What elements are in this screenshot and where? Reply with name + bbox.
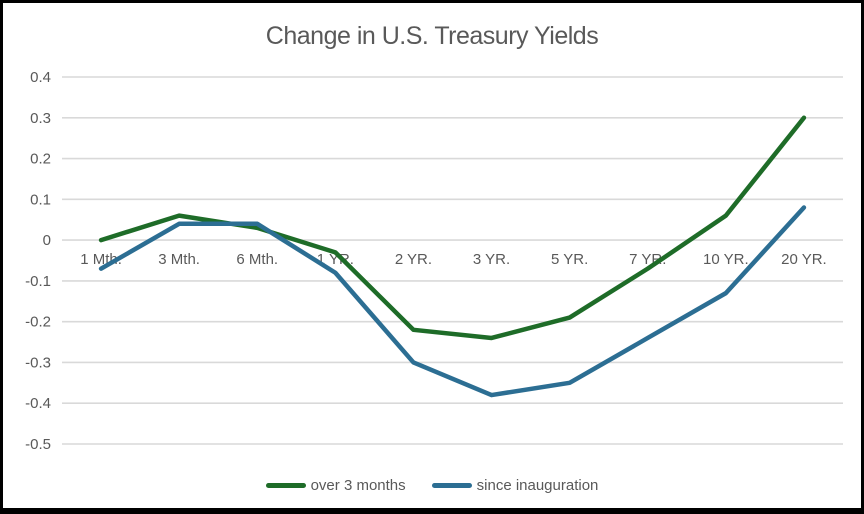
x-tick-label: 2 YR. bbox=[395, 251, 432, 268]
x-tick-label: 20 YR. bbox=[781, 251, 827, 268]
y-tick-label: -0.3 bbox=[25, 354, 51, 371]
x-tick-label: 3 Mth. bbox=[158, 251, 200, 268]
legend-swatch-blue-line bbox=[431, 483, 472, 488]
legend-item-over-3-months: over 3 months bbox=[265, 477, 406, 494]
legend-label-over-3-months: over 3 months bbox=[310, 477, 406, 494]
x-tick-label: 5 YR. bbox=[551, 251, 588, 268]
x-tick-label: 10 YR. bbox=[703, 251, 749, 268]
x-tick-label: 3 YR. bbox=[473, 251, 510, 268]
y-tick-label: -0.2 bbox=[25, 314, 51, 331]
y-tick-label: -0.4 bbox=[25, 395, 51, 412]
plot-area: 0.40.30.20.10-0.1-0.2-0.3-0.4-0.51 Mth. 3… bbox=[25, 69, 843, 453]
x-tick-label: 6 Mth. bbox=[236, 251, 278, 268]
y-tick-label: 0.3 bbox=[30, 110, 51, 127]
chart-title: Change in U.S. Treasury Yields bbox=[265, 22, 599, 50]
legend-label-since-inauguration: since inauguration bbox=[476, 477, 599, 494]
y-tick-label: -0.5 bbox=[25, 436, 51, 453]
series-line-since-inauguration bbox=[98, 205, 807, 398]
y-tick-label: 0.2 bbox=[30, 151, 51, 168]
y-tick-label: 0.1 bbox=[30, 191, 51, 208]
y-tick-label: 0.4 bbox=[30, 69, 51, 86]
legend-swatch-green-line bbox=[265, 483, 306, 488]
y-tick-label: 0 bbox=[43, 232, 51, 249]
y-tick-label: -0.1 bbox=[25, 273, 51, 290]
series-line-over-3-months bbox=[98, 115, 807, 341]
legend-item-since-inauguration: since inauguration bbox=[431, 477, 599, 494]
legend: over 3 months since inauguration bbox=[3, 477, 861, 494]
